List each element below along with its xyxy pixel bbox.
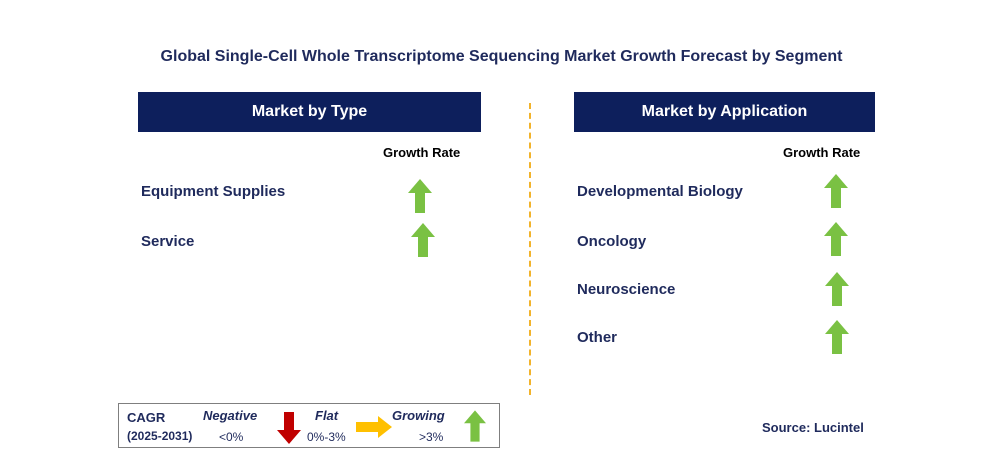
application-growth-rate-label: Growth Rate [783, 145, 861, 160]
legend-flat-label: Flat [315, 408, 339, 423]
application-panel-header: Market by Application [574, 92, 875, 132]
down-arrow-icon [277, 412, 301, 444]
type-panel-header: Market by Type [138, 92, 481, 132]
application-item-other: Other [577, 329, 618, 346]
panel-divider [529, 103, 531, 395]
legend-growing-range: >3% [419, 430, 444, 444]
up-arrow-icon [825, 272, 849, 306]
application-item-developmental-biology: Developmental Biology [577, 183, 743, 200]
up-arrow-icon [408, 179, 432, 213]
cagr-legend: CAGR (2025-2031) Negative <0% Flat 0%-3%… [118, 403, 500, 448]
up-arrow-icon [824, 174, 848, 208]
up-arrow-icon [824, 222, 848, 256]
application-item-neuroscience: Neuroscience [577, 281, 676, 298]
type-item-service: Service [141, 233, 195, 250]
legend-flat-range: 0%-3% [307, 430, 346, 444]
type-growth-rate-label: Growth Rate [383, 145, 461, 160]
legend-negative-range: <0% [219, 430, 244, 444]
up-arrow-icon [825, 320, 849, 354]
up-arrow-icon [411, 223, 435, 257]
legend-period-label: (2025-2031) [127, 429, 193, 443]
type-item-equipment-supplies: Equipment Supplies [141, 183, 286, 200]
chart-title: Global Single-Cell Whole Transcriptome S… [160, 48, 843, 65]
right-arrow-icon [356, 416, 392, 438]
source-label: Source: Lucintel [762, 420, 864, 435]
legend-cagr-label: CAGR [127, 410, 166, 425]
legend-growing-label: Growing [392, 408, 445, 423]
application-item-oncology: Oncology [577, 233, 647, 250]
up-arrow-icon [464, 410, 486, 442]
legend-negative-label: Negative [203, 408, 258, 423]
